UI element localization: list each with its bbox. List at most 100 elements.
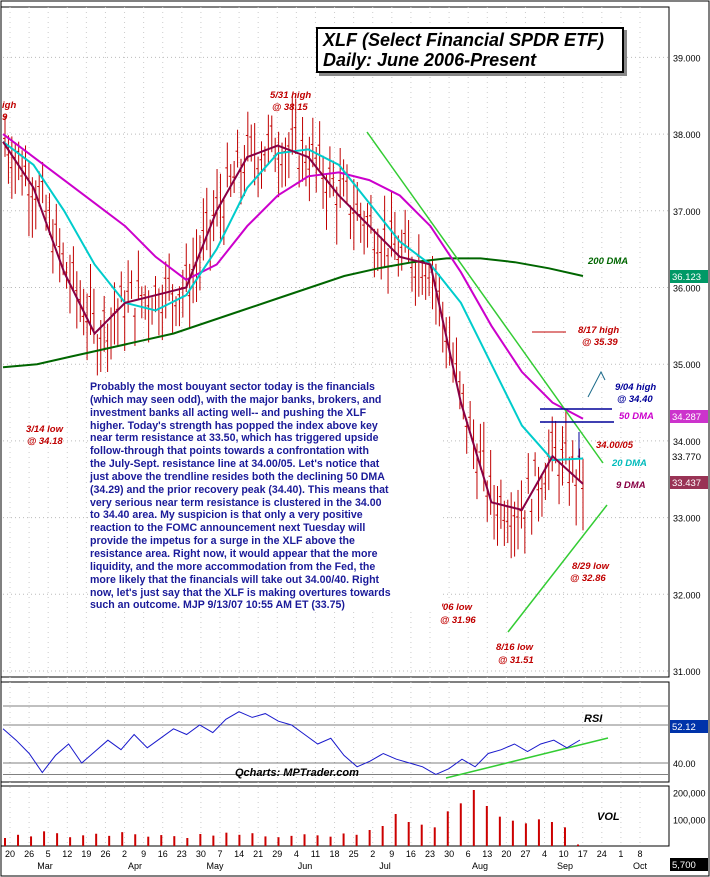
moving-averages xyxy=(2,133,584,512)
chart-credit: Qcharts: MPTrader.com xyxy=(235,767,359,779)
x-month-label: Apr xyxy=(128,861,142,871)
vol-label: VOL xyxy=(597,811,620,823)
chart-title: XLF (Select Financial SPDR ETF) xyxy=(323,30,605,50)
tag-vol: 5,700 xyxy=(672,860,696,871)
annot-9dma: 9 DMA xyxy=(616,480,646,491)
x-tick-label: 9 xyxy=(141,849,146,859)
x-tick-label: 4 xyxy=(294,849,299,859)
tag-rsi: 52.12 xyxy=(672,722,696,733)
annot-904-value: @ 34.40 xyxy=(617,394,653,405)
commentary-line: reaction to the FOMC announcement next T… xyxy=(90,522,366,535)
annot-cut-value: 9 xyxy=(2,112,8,123)
chart-subtitle: Daily: June 2006-Present xyxy=(323,50,537,70)
annot-50dma: 50 DMA xyxy=(619,411,654,422)
commentary-line: the July-Sept. resistance line at 34.00/… xyxy=(90,458,380,471)
commentary-line: higher. Today's strength has popped the … xyxy=(90,419,378,432)
commentary-line: investment banks all acting well-- and p… xyxy=(90,406,367,419)
x-tick-label: 25 xyxy=(349,849,359,859)
x-tick-label: 7 xyxy=(217,849,222,859)
tag-200dma: 36.123 xyxy=(672,272,701,283)
x-tick-label: 8 xyxy=(637,849,642,859)
price-y-tick: 37.000 xyxy=(673,207,701,217)
commentary-line: more likely that the financials will tak… xyxy=(90,573,380,586)
chart-title-box: XLF (Select Financial SPDR ETF) Daily: J… xyxy=(316,27,624,73)
x-tick-label: 26 xyxy=(100,849,110,859)
price-y-tick: 36.000 xyxy=(673,284,701,294)
rsi-y-tick: 40.00 xyxy=(673,759,696,769)
x-tick-label: 16 xyxy=(406,849,416,859)
x-tick-label: 14 xyxy=(234,849,244,859)
annot-200dma: 200 DMA xyxy=(587,256,628,267)
x-tick-label: 27 xyxy=(520,849,530,859)
annotations: RSI VOL 5/31 high@ 38.15 3/14 low@ 34.18 8/1… xyxy=(2,90,656,823)
x-month-label: May xyxy=(206,861,224,871)
rsi-label: RSI xyxy=(584,713,603,725)
x-month-label: Jul xyxy=(379,861,391,871)
annot-806-low: 8/06 low xyxy=(435,602,473,613)
commentary-line: follow-through that points towards a con… xyxy=(90,445,369,458)
price-bars xyxy=(3,95,584,559)
x-tick-label: 29 xyxy=(272,849,282,859)
tag-rsi-bg xyxy=(670,720,708,733)
x-tick-label: 20 xyxy=(5,849,15,859)
annot-817-value: @ 35.39 xyxy=(582,337,618,348)
support-trendline xyxy=(507,504,608,633)
x-tick-label: 11 xyxy=(311,849,320,859)
x-month-label: Mar xyxy=(37,861,53,871)
annot-20dma: 20 DMA xyxy=(611,458,647,469)
annot-cut-high: igh xyxy=(2,100,16,111)
resistance-trendline xyxy=(366,131,604,464)
tag-vol-bg xyxy=(670,858,708,871)
annot-816-low: 8/16 low xyxy=(496,642,534,653)
commentary-line: Probably the most bouyant sector today i… xyxy=(90,381,375,393)
commentary-line: to 34.40 area. My suspicion is that only… xyxy=(90,509,363,522)
annot-806-value: @ 31.96 xyxy=(440,615,476,626)
x-tick-label: 30 xyxy=(444,849,454,859)
vol-y-tick: 100,000 xyxy=(673,815,706,825)
price-y-tick: 39.000 xyxy=(673,53,701,63)
x-tick-label: 26 xyxy=(24,849,34,859)
annot-817-high: 8/17 high xyxy=(578,325,619,336)
x-tick-label: 23 xyxy=(425,849,435,859)
price-y-tick: 31.000 xyxy=(673,667,701,677)
ma-line xyxy=(2,133,584,420)
upside-arrow-icon xyxy=(587,370,606,398)
commentary-line: resistance area. Right now, it would app… xyxy=(90,547,378,560)
x-month-label: Oct xyxy=(633,861,648,871)
x-tick-label: 13 xyxy=(482,849,492,859)
price-y-tick: 38.000 xyxy=(673,130,701,140)
x-tick-label: 20 xyxy=(501,849,511,859)
x-tick-label: 5 xyxy=(46,849,51,859)
x-tick-label: 10 xyxy=(559,849,569,859)
x-tick-label: 9 xyxy=(389,849,394,859)
x-tick-label: 21 xyxy=(253,849,263,859)
annot-829-low: 8/29 low xyxy=(572,561,610,572)
x-month-label: Jun xyxy=(298,861,313,871)
commentary-line: liquidity, and the more accommodation fr… xyxy=(90,560,376,573)
x-tick-label: 23 xyxy=(177,849,187,859)
commentary-text: Probably the most bouyant sector today i… xyxy=(90,381,442,613)
price-y-tick: 34.000 xyxy=(673,437,701,447)
annot-314-low: 3/14 low xyxy=(26,424,64,435)
x-tick-label: 12 xyxy=(62,849,72,859)
tag-200dma-bg xyxy=(670,270,708,283)
annot-829-value: @ 32.86 xyxy=(570,573,606,584)
commentary-line: such an outcome. MJP 9/13/07 10:55 AM ET… xyxy=(90,599,345,612)
commentary-line: now, let's just say that the XLF is maki… xyxy=(90,586,391,599)
commentary-line: near term resistance at 33.50, which has… xyxy=(90,432,379,445)
vol-panel xyxy=(0,785,670,847)
tag-50dma-bg xyxy=(670,410,708,423)
commentary-line: just above the trendline resides both th… xyxy=(90,470,385,483)
annot-816-value: @ 31.51 xyxy=(498,655,534,666)
ma-line xyxy=(2,257,584,369)
tag-50dma: 34.287 xyxy=(672,412,701,423)
rsi-series xyxy=(2,711,581,775)
annot-314-value: @ 34.18 xyxy=(27,436,63,447)
commentary-line: provide the impetus for a surge in the X… xyxy=(90,535,355,548)
price-tags: 36.123 34.287 33.770 33.437 52.12 5,700 xyxy=(670,270,708,871)
price-y-tick: 33.000 xyxy=(673,514,701,524)
x-tick-label: 6 xyxy=(466,849,471,859)
commentary-line: (which may seen odd), with the major ban… xyxy=(90,393,382,406)
tag-9dma: 33.437 xyxy=(672,478,701,489)
